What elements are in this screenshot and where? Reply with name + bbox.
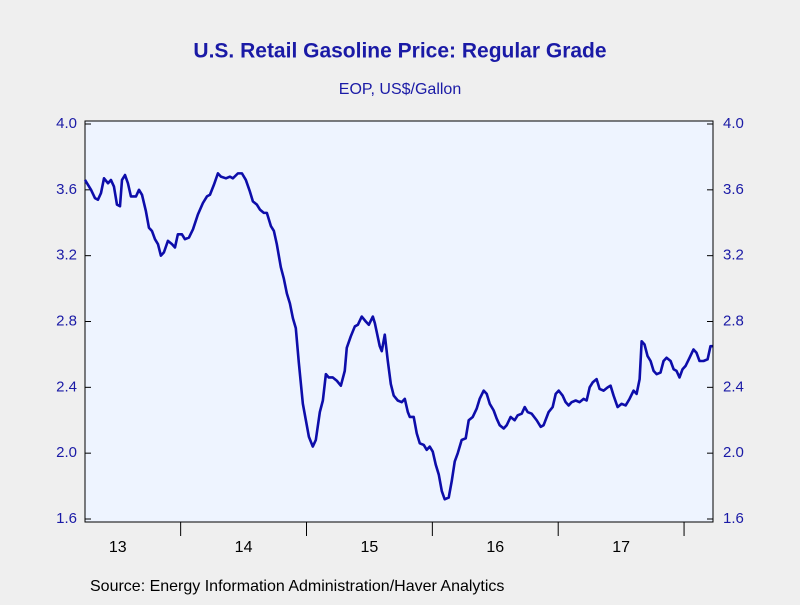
y2-tick-label: 4.0	[723, 115, 744, 132]
x-tick-label: 14	[235, 539, 253, 556]
y2-tick-label: 3.2	[723, 247, 744, 264]
y-tick-label: 2.4	[56, 378, 77, 395]
chart-subtitle: EOP, US$/Gallon	[339, 81, 461, 98]
y-tick-label: 2.0	[56, 444, 77, 461]
y-tick-label: 3.6	[56, 181, 77, 198]
y-tick-label: 4.0	[56, 115, 77, 132]
y2-tick-label: 1.6	[723, 510, 744, 527]
chart-title: U.S. Retail Gasoline Price: Regular Grad…	[193, 40, 606, 63]
x-tick-label: 13	[109, 539, 127, 556]
x-tick-label: 16	[486, 539, 504, 556]
source-note: Source: Energy Information Administratio…	[90, 578, 504, 595]
y2-tick-label: 3.6	[723, 181, 744, 198]
y2-tick-label: 2.4	[723, 378, 744, 395]
line-series	[83, 172, 713, 501]
x-tick-label: 15	[361, 539, 379, 556]
x-tick-label: 17	[612, 539, 630, 556]
y-tick-label: 2.8	[56, 312, 77, 329]
y-tick-label: 3.2	[56, 247, 77, 264]
y2-tick-label: 2.8	[723, 312, 744, 329]
y-tick-label: 1.6	[56, 510, 77, 527]
y2-tick-label: 2.0	[723, 444, 744, 461]
plot-area	[84, 120, 714, 523]
